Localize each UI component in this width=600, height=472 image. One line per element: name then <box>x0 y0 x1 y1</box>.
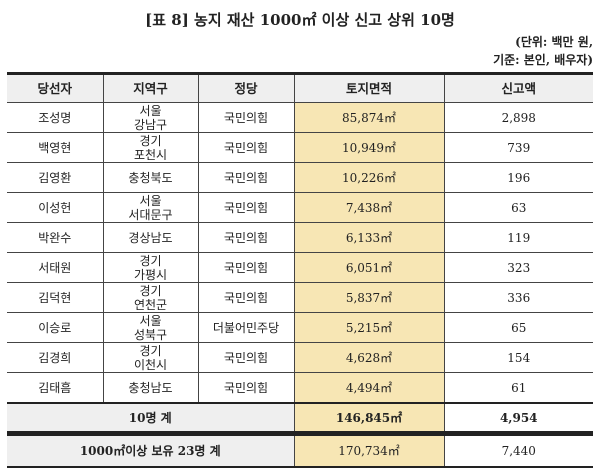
cell-amount: 2,898 <box>444 102 593 133</box>
cell-amount: 336 <box>444 282 593 313</box>
region-line1: 충청북도 <box>128 170 173 185</box>
cell-amount: 323 <box>444 252 593 283</box>
cell-party: 국민의힘 <box>198 162 295 193</box>
table-row: 백영현 경기 포천시 국민의힘 10,949㎡ 739 <box>7 132 593 163</box>
table-row: 김영환 충청북도 국민의힘 10,226㎡ 196 <box>7 162 593 193</box>
cell-amount: 154 <box>444 342 593 373</box>
cell-party: 국민의힘 <box>198 132 295 163</box>
region-line1: 경기 <box>139 343 162 358</box>
cell-region: 경기 포천시 <box>103 132 199 163</box>
cell-amount: 119 <box>444 222 593 253</box>
region-line2: 이천시 <box>133 357 168 372</box>
summary-row: 1000㎡이상 보유 23명 계 170,734㎡ 7,440 <box>7 434 593 468</box>
cell-amount: 61 <box>511 380 527 395</box>
cell-name: 이승로 <box>7 312 104 343</box>
cell-area: 85,874㎡ <box>294 102 445 133</box>
cell-region: 서울 성북구 <box>103 312 199 343</box>
unit-note: (단위: 백만 원, <box>515 35 593 49</box>
cell-party: 국민의힘 <box>198 252 295 283</box>
table-row: 김경희 경기 이천시 국민의힘 4,628㎡ 154 <box>7 342 593 373</box>
cell-area: 5,215㎡ <box>294 312 445 343</box>
region-line2: 서대문구 <box>128 207 173 222</box>
region-line1: 서울 <box>139 103 162 118</box>
header-name: 당선자 <box>7 73 104 103</box>
table-row: 김태흠 충청남도 국민의힘 4,494㎡ 61 <box>7 372 593 403</box>
summary-area: 170,734㎡ <box>294 434 445 468</box>
cell-party: 국민의힘 <box>198 282 295 313</box>
total-row: 10명 계 146,845㎡ 4,954 <box>7 402 593 434</box>
cell-party: 국민의힘 <box>198 342 295 373</box>
cell-region: 충청남도 <box>103 372 199 403</box>
cell-area: 10,226㎡ <box>294 162 445 193</box>
region-line1: 경기 <box>139 283 162 298</box>
cell-party: 국민의힘 <box>198 222 295 253</box>
cell-party: 국민의힘 <box>198 372 295 403</box>
region-line2: 포천시 <box>133 147 168 162</box>
cell-name: 김영환 <box>7 162 104 193</box>
cell-region: 충청북도 <box>103 162 199 193</box>
region-line1: 경기 <box>139 253 162 268</box>
cell-amount: 63 <box>444 192 593 223</box>
cell-area: 6,051㎡ <box>294 252 445 283</box>
cell-party: 국민의힘 <box>198 102 295 133</box>
cell-area: 4,628㎡ <box>294 342 445 373</box>
cell-name: 김덕현 <box>7 282 104 313</box>
region-line2: 가평시 <box>133 267 168 282</box>
header-area: 토지면적 <box>294 73 445 103</box>
region-line2: 연천군 <box>133 297 168 312</box>
region-line2: 성북구 <box>133 327 168 342</box>
cell-name: 김태흠 <box>7 372 104 403</box>
cell-region: 서울 강남구 <box>103 102 199 133</box>
cell-region: 경기 이천시 <box>103 342 199 373</box>
table-row: 이성헌 서울 서대문구 국민의힘 7,438㎡ 63 <box>7 192 593 223</box>
cell-name: 박완수 <box>7 222 104 253</box>
cell-amount: 196 <box>444 162 593 193</box>
region-line1: 충청남도 <box>128 380 173 395</box>
region-line2: 강남구 <box>133 117 168 132</box>
cell-region: 경상남도 <box>103 222 199 253</box>
cell-area: 6,133㎡ <box>294 222 445 253</box>
table-row: 서태원 경기 가평시 국민의힘 6,051㎡ 323 <box>7 252 593 283</box>
cell-region: 경기 연천군 <box>103 282 199 313</box>
region-line1: 경기 <box>139 133 162 148</box>
cell-amount: 65 <box>444 312 593 343</box>
table-row: 이승로 서울 성북구 더불어민주당 5,215㎡ 65 <box>7 312 593 343</box>
cell-region: 경기 가평시 <box>103 252 199 283</box>
cell-name: 김경희 <box>7 342 104 373</box>
header-row: 당선자 지역구 정당 토지면적 신고액 <box>7 73 593 103</box>
basis-note: 기준: 본인, 배우자) <box>493 53 593 67</box>
cell-name: 이성헌 <box>7 192 104 223</box>
total-amount: 4,954 <box>444 402 593 434</box>
region-line1: 서울 <box>139 313 162 328</box>
summary-label: 1000㎡이상 보유 23명 계 <box>7 434 295 468</box>
cell-name: 백영현 <box>7 132 104 163</box>
header-party: 정당 <box>198 73 295 103</box>
table-row: 김덕현 경기 연천군 국민의힘 5,837㎡ 336 <box>7 282 593 313</box>
cell-area: 4,494㎡ <box>294 372 445 403</box>
cell-amount: 739 <box>444 132 593 163</box>
table-row: 조성명 서울 강남구 국민의힘 85,874㎡ 2,898 <box>7 102 593 133</box>
cell-region: 서울 서대문구 <box>103 192 199 223</box>
header-region: 지역구 <box>103 73 199 103</box>
summary-amount: 7,440 <box>444 434 593 468</box>
header-amount: 신고액 <box>444 73 593 103</box>
region-line1: 서울 <box>139 193 162 208</box>
total-area: 146,845㎡ <box>294 402 445 434</box>
table-title: [표 8] 농지 재산 1000㎡ 이상 신고 상위 10명 <box>145 11 455 29</box>
cell-party: 국민의힘 <box>198 192 295 223</box>
cell-name: 조성명 <box>7 102 104 133</box>
cell-area: 5,837㎡ <box>294 282 445 313</box>
cell-party: 더불어민주당 <box>198 312 295 343</box>
cell-area: 10,949㎡ <box>294 132 445 163</box>
total-label: 10명 계 <box>7 402 295 434</box>
cell-area: 7,438㎡ <box>294 192 445 223</box>
cell-name: 서태원 <box>7 252 104 283</box>
table-row: 박완수 경상남도 국민의힘 6,133㎡ 119 <box>7 222 593 253</box>
region-line1: 경상남도 <box>128 230 173 245</box>
summary-table: 1000㎡이상 보유 23명 계 170,734㎡ 7,440 <box>7 433 593 468</box>
top10-table: 당선자 지역구 정당 토지면적 신고액 조성명 서울 강남구 국민의힘 85,874㎡ 2… <box>7 72 593 434</box>
